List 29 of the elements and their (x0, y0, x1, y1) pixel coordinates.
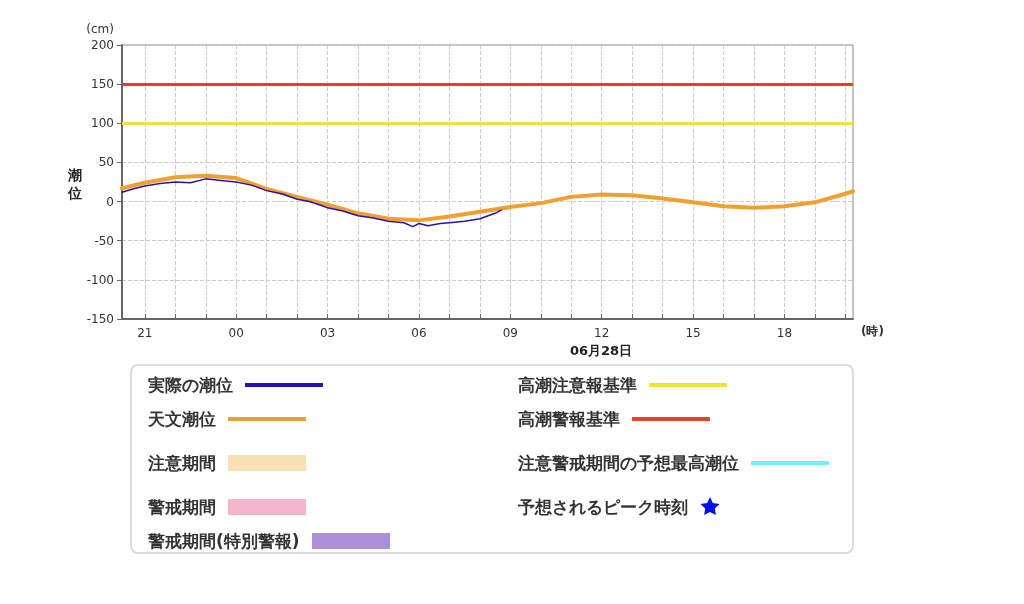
y-tick-label: 100 (91, 116, 114, 131)
text: 06月28日 (569, 342, 633, 358)
y-axis-title: (cm) (86, 22, 114, 36)
legend-label: 天文潮位 (148, 408, 216, 431)
x-tick-label: 12 (594, 326, 610, 340)
y-tick-label: 50 (98, 155, 114, 170)
legend-label: 実際の潮位 (148, 374, 233, 397)
y-tick-label: 200 (91, 38, 114, 52)
y-tick-label: 150 (91, 77, 114, 92)
y-tick-label: -150 (86, 312, 114, 326)
y-tick-label: -50 (94, 233, 114, 248)
x-axis-title: (時) (861, 324, 884, 338)
legend-label: 注意警戒期間の予想最高潮位 (518, 452, 739, 475)
legend-label: 高潮注意報基準 (518, 374, 637, 397)
x-tick-label: 06 (411, 326, 427, 340)
legend-label: 警戒期間(特別警報) (148, 530, 300, 553)
x-tick-label: 09 (502, 326, 518, 340)
legend-label: 警戒期間 (148, 496, 216, 519)
x-tick-label: 15 (685, 326, 701, 340)
text: 潮位 (67, 167, 82, 201)
legend-label: 高潮警報基準 (518, 408, 620, 431)
y-tick-label: 0 (106, 194, 114, 209)
y-tick-label: -100 (86, 272, 114, 287)
x-tick-label: 21 (137, 326, 153, 340)
legend-label: 注意期間 (148, 452, 216, 475)
legend-label: 予想されるピーク時刻 (518, 496, 688, 519)
x-tick-label: 00 (228, 326, 244, 340)
x-tick-label: 03 (319, 326, 336, 340)
x-tick-label: 18 (776, 326, 793, 340)
